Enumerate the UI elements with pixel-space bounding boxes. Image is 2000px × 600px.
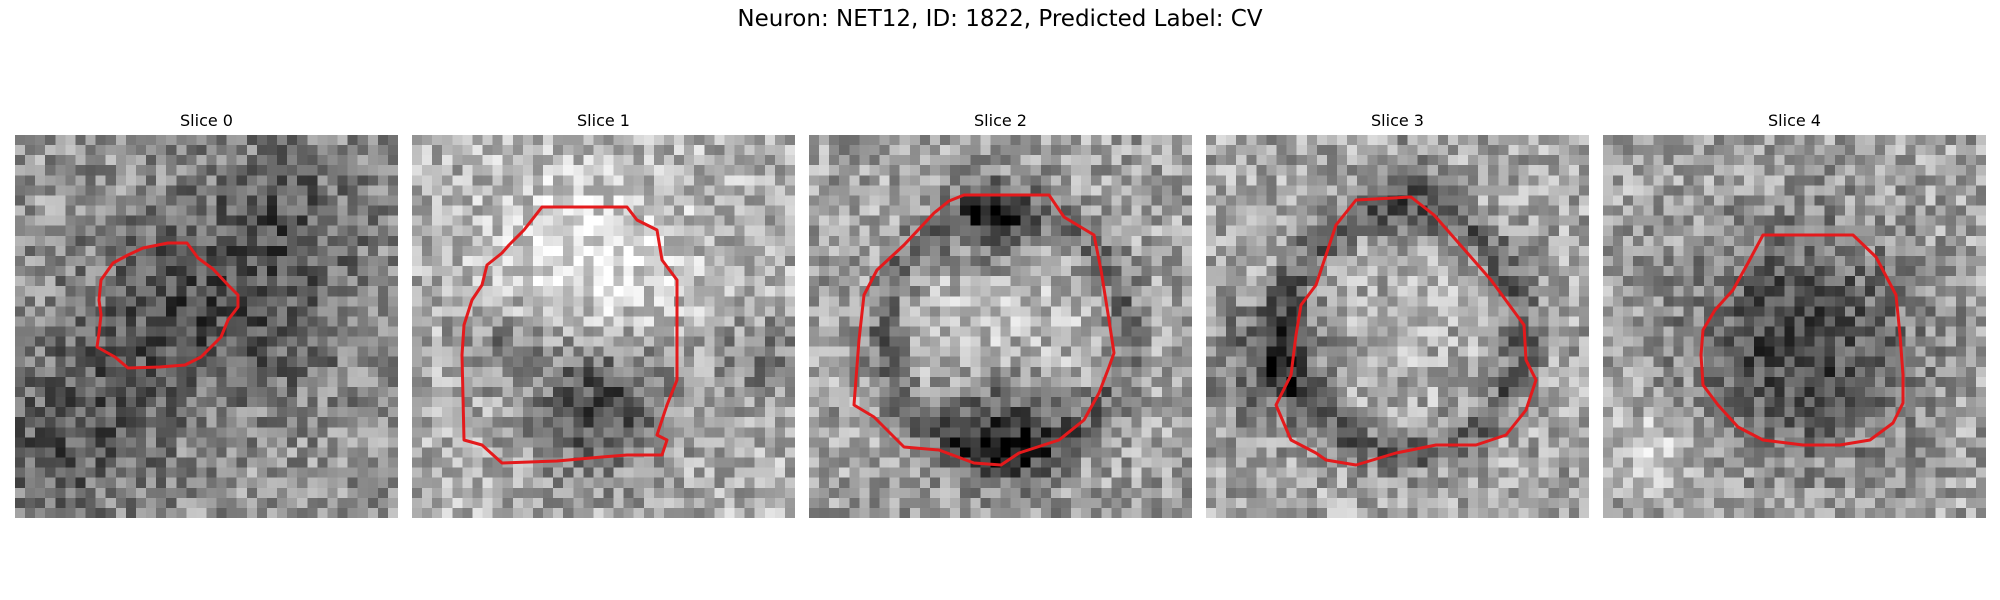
- slice-panel-3: Slice 3: [1206, 108, 1589, 518]
- segmentation-contour: [460, 205, 679, 465]
- slice-title: Slice 4: [1768, 111, 1821, 130]
- micrograph-image: [809, 135, 1192, 518]
- segmentation-contour: [1699, 233, 1905, 447]
- figure-title: Neuron: NET12, ID: 1822, Predicted Label…: [737, 6, 1263, 32]
- micrograph-image: [1603, 135, 1986, 518]
- slice-panel-0: Slice 0: [15, 108, 398, 518]
- segmentation-contour: [95, 241, 240, 370]
- micrograph-image: [412, 135, 795, 518]
- segmentation-contour: [1274, 195, 1538, 467]
- slice-title: Slice 3: [1371, 111, 1424, 130]
- slice-panel-2: Slice 2: [809, 108, 1192, 518]
- slice-title: Slice 1: [577, 111, 630, 130]
- slice-title: Slice 2: [974, 111, 1027, 130]
- micrograph-image: [15, 135, 398, 518]
- slice-panel-4: Slice 4: [1603, 108, 1986, 518]
- slice-title: Slice 0: [180, 111, 233, 130]
- segmentation-contour: [852, 193, 1116, 467]
- slice-panel-1: Slice 1: [412, 108, 795, 518]
